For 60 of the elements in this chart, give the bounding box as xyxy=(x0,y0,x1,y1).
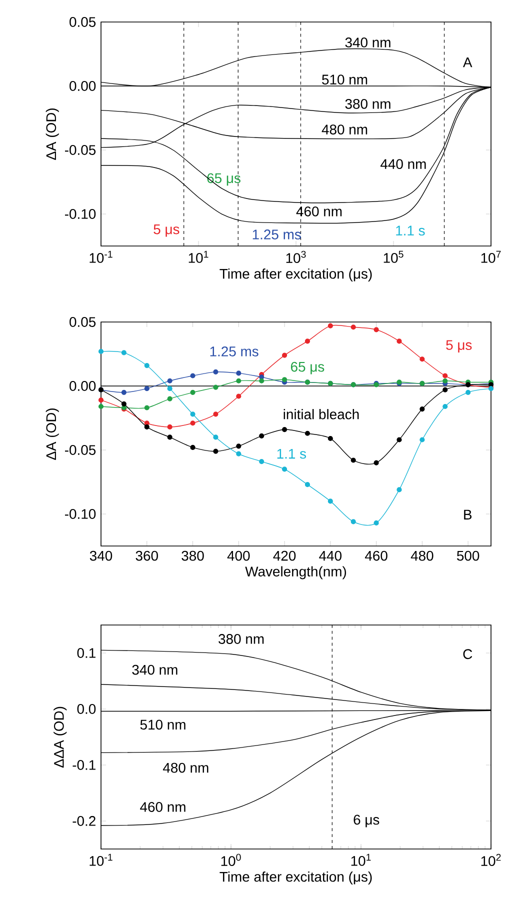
y-tick-label: 0.05 xyxy=(70,317,96,327)
ref-line-label: 65 μs xyxy=(207,173,240,186)
y-tick-label: 0.05 xyxy=(70,17,96,27)
series-label: initial bleach xyxy=(284,409,359,420)
x-tick-label: 10$^{2}$ xyxy=(481,854,501,866)
x-axis-title: Time after excitation (μs) xyxy=(220,268,372,282)
x-tick-label: 10$^{0}$ xyxy=(221,854,241,866)
series-label: 1.1 s xyxy=(277,448,306,459)
y-tick-label: -0.10 xyxy=(64,509,96,519)
x-tick-label: 500 xyxy=(456,550,480,561)
series-label: 340 nm xyxy=(345,38,390,48)
x-tick-label: 400 xyxy=(227,550,250,561)
y-tick-label: 0.00 xyxy=(70,81,96,91)
y-tick-label: -0.05 xyxy=(64,445,96,455)
series-label: 65 μs xyxy=(290,362,324,374)
x-tick-label: 420 xyxy=(273,550,296,561)
x-tick-label: 10$^{7}$ xyxy=(481,250,501,263)
x-tick-label: 10$^{3}$ xyxy=(286,250,306,264)
x-axis-title: Time after excitation (μs) xyxy=(220,872,372,885)
x-tick-label: 10$^{-1}$ xyxy=(90,854,112,866)
y-tick-label: -0.2 xyxy=(72,816,96,826)
ref-line-label: 6 μs xyxy=(354,814,380,828)
x-tick-label: 440 xyxy=(319,550,342,561)
x-axis-title: Wavelength(nm) xyxy=(245,566,346,580)
series-label: 480 nm xyxy=(322,124,368,134)
y-tick-label: -0.1 xyxy=(72,760,96,770)
series-label: 460 nm xyxy=(296,206,342,216)
ref-line-label: 1.1 s xyxy=(396,226,425,236)
y-axis-title: ΔA (OD) xyxy=(46,108,59,160)
y-tick-label: -0.05 xyxy=(64,145,96,155)
y-tick-label: 0.1 xyxy=(77,648,96,658)
x-tick-label: 10$^{5}$ xyxy=(384,250,404,263)
ref-line-label: 1.25 ms xyxy=(252,230,301,240)
series-label: 510 nm xyxy=(140,720,186,730)
series-label: 380 nm xyxy=(345,98,390,109)
series-label: 480 nm xyxy=(162,762,208,773)
series-label: 380 nm xyxy=(218,634,264,644)
x-tick-label: 340 xyxy=(90,550,112,561)
y-tick-label: 0.0 xyxy=(77,704,96,714)
y-axis-title: ΔΔA (OD) xyxy=(54,706,67,768)
series-label: 460 nm xyxy=(140,802,186,812)
series-label: 340 nm xyxy=(132,664,178,675)
x-tick-label: 480 xyxy=(410,550,434,561)
x-tick-label: 10$^{-1}$ xyxy=(90,250,112,263)
annotation: C xyxy=(463,649,472,660)
y-axis-title: ΔA (OD) xyxy=(46,408,59,460)
x-tick-label: 380 xyxy=(182,550,204,561)
y-tick-label: -0.10 xyxy=(64,209,96,219)
series-label: 1.25 ms xyxy=(210,346,258,356)
x-tick-label: 10$^{1}$ xyxy=(188,250,208,263)
series-label: 510 nm xyxy=(322,74,368,85)
series-label: 5 μs xyxy=(446,340,472,352)
x-tick-label: 10$^{1}$ xyxy=(351,854,371,866)
y-tick-label: 0.00 xyxy=(70,381,96,391)
series-label: 440 nm xyxy=(380,159,426,170)
x-tick-label: 460 xyxy=(364,550,388,561)
annotation: B xyxy=(464,510,472,520)
x-tick-label: 360 xyxy=(136,550,158,561)
ref-line-label: 5 μs xyxy=(154,224,180,237)
annotation: A xyxy=(462,58,472,68)
